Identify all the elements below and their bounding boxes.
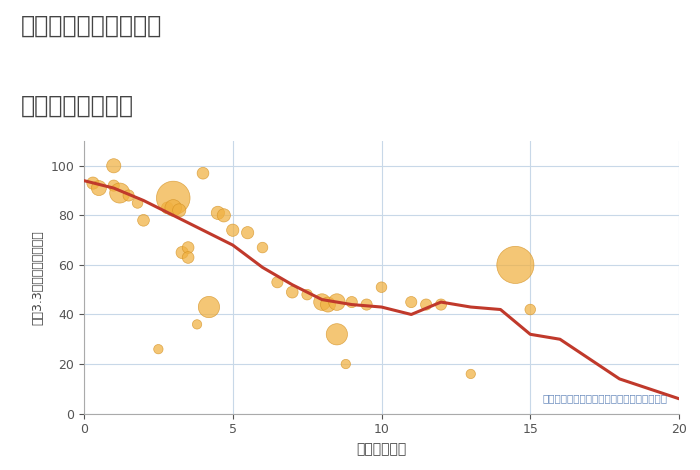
Text: 駅距離別土地価格: 駅距離別土地価格 bbox=[21, 94, 134, 118]
Point bbox=[302, 291, 313, 298]
Point bbox=[272, 279, 283, 286]
Point bbox=[183, 254, 194, 261]
Point bbox=[242, 229, 253, 236]
Point bbox=[93, 184, 104, 192]
Point bbox=[174, 207, 185, 214]
Point bbox=[322, 301, 333, 308]
Point bbox=[340, 360, 351, 368]
Point bbox=[176, 249, 188, 256]
Text: 大阪府高槻市富田町の: 大阪府高槻市富田町の bbox=[21, 14, 162, 38]
Point bbox=[316, 298, 328, 306]
Point bbox=[168, 204, 179, 212]
Y-axis label: 坪（3.3㎡）単価（万円）: 坪（3.3㎡）単価（万円） bbox=[32, 230, 45, 325]
Point bbox=[331, 330, 342, 338]
Point bbox=[406, 298, 417, 306]
Point bbox=[346, 298, 357, 306]
Point bbox=[510, 261, 521, 269]
Point bbox=[331, 298, 342, 306]
Point bbox=[212, 209, 223, 217]
X-axis label: 駅距離（分）: 駅距離（分） bbox=[356, 442, 407, 456]
Point bbox=[525, 306, 536, 313]
Point bbox=[376, 283, 387, 291]
Point bbox=[162, 204, 173, 212]
Point bbox=[218, 212, 230, 219]
Point bbox=[108, 182, 119, 189]
Point bbox=[88, 180, 99, 187]
Point bbox=[153, 345, 164, 353]
Point bbox=[197, 170, 209, 177]
Point bbox=[123, 192, 134, 199]
Point bbox=[257, 244, 268, 251]
Point bbox=[132, 199, 144, 207]
Point bbox=[287, 289, 298, 296]
Point bbox=[361, 301, 372, 308]
Text: 円の大きさは、取引のあった物件面積を示す: 円の大きさは、取引のあった物件面積を示す bbox=[542, 393, 667, 403]
Point bbox=[114, 189, 125, 197]
Point bbox=[435, 301, 447, 308]
Point bbox=[192, 321, 203, 328]
Point bbox=[183, 244, 194, 251]
Point bbox=[108, 162, 119, 170]
Point bbox=[227, 227, 238, 234]
Point bbox=[421, 301, 432, 308]
Point bbox=[203, 303, 214, 311]
Point bbox=[465, 370, 476, 378]
Point bbox=[138, 217, 149, 224]
Point bbox=[168, 194, 179, 202]
